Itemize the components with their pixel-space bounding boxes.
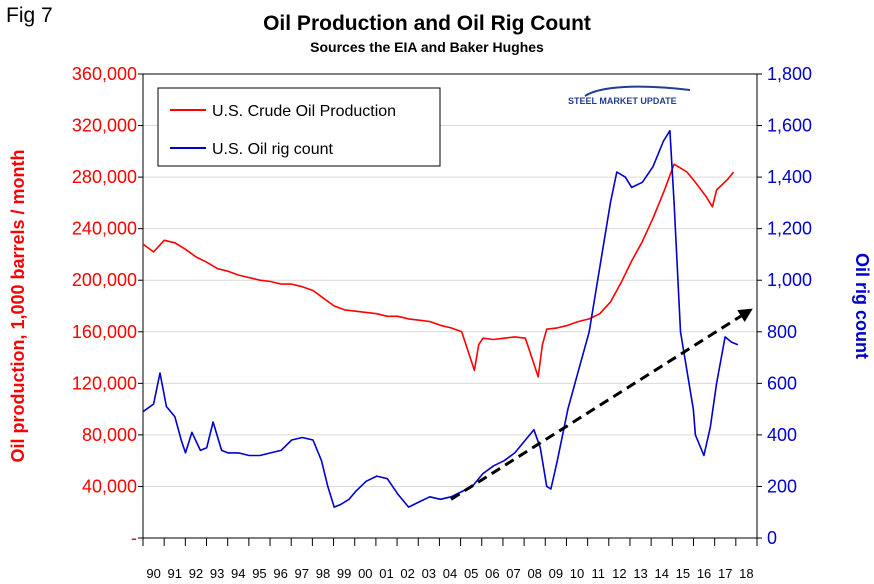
left-axis-tick-label: 80,000	[82, 425, 137, 445]
x-axis-tick-label: 05	[464, 566, 478, 581]
x-axis-tick-label: 15	[676, 566, 690, 581]
x-axis-tick-label: 00	[358, 566, 372, 581]
right-axis-tick-label: 1,200	[767, 219, 812, 239]
left-axis-ticks: - 40,000 80,000 120,000 160,000 200,000 240,00…	[72, 64, 143, 548]
x-axis-tick-label: 02	[400, 566, 414, 581]
x-axis-tick-label: 06	[485, 566, 499, 581]
right-axis-tick-label: 600	[767, 373, 797, 393]
x-axis-tick-label: 96	[273, 566, 287, 581]
legend-production-label: U.S. Crude Oil Production	[212, 103, 396, 120]
left-axis-tick-label: 160,000	[72, 322, 137, 342]
left-axis-tick-label: 280,000	[72, 167, 137, 187]
right-axis-tick-label: 1,600	[767, 116, 812, 136]
x-axis-tick-label: 12	[612, 566, 626, 581]
x-axis-tick-label: 11	[591, 566, 605, 581]
x-axis-tick-label: 92	[189, 566, 203, 581]
x-axis-tick-label: 04	[443, 566, 457, 581]
x-axis-tick-label: 10	[570, 566, 584, 581]
x-axis-tick-label: 07	[506, 566, 520, 581]
chart-subtitle: Sources the EIA and Baker Hughes	[310, 39, 544, 55]
trend-arrow-head	[737, 308, 753, 322]
x-axis-tick-label: 08	[527, 566, 541, 581]
right-axis-label: Oil rig count	[852, 253, 872, 359]
x-axis-tick-label: 14	[654, 566, 668, 581]
series-lines	[142, 129, 739, 508]
x-axis-tick-label: 16	[697, 566, 711, 581]
right-axis-tick-label: 1,000	[767, 270, 812, 290]
chart-title: Oil Production and Oil Rig Count	[263, 12, 591, 35]
x-axis-ticks: 90 91 92 93 94 95 96 97 98 99 00 01 02 03 04 05 06 07 08 09…	[142, 538, 758, 581]
left-axis-tick-label: 200,000	[72, 270, 137, 290]
plot-area-frame	[142, 73, 758, 539]
logo-swoosh-icon	[584, 85, 691, 97]
trend-arrow	[450, 308, 753, 501]
x-axis-tick-label: 98	[316, 566, 330, 581]
left-axis-label: Oil production, 1,000 barrels / month	[8, 149, 28, 462]
right-axis-tick-label: 800	[767, 322, 797, 342]
x-axis-tick-label: 97	[295, 566, 309, 581]
legend-rigs-label: U.S. Oil rig count	[212, 141, 333, 158]
x-axis-tick-label: 94	[231, 566, 245, 581]
figure-label: Fig 7	[6, 4, 53, 27]
left-axis-tick-label: 120,000	[72, 373, 137, 393]
left-axis-tick-label: 40,000	[82, 476, 137, 496]
left-axis-tick-label: -	[131, 528, 137, 548]
x-axis-tick-label: 17	[718, 566, 732, 581]
logo-text: STEEL MARKET UPDATE	[568, 96, 677, 106]
right-axis-tick-label: 0	[767, 528, 777, 548]
x-axis-tick-label: 91	[168, 566, 182, 581]
right-axis-tick-label: 1,800	[767, 64, 812, 84]
x-axis-tick-label: 01	[379, 566, 393, 581]
steel-market-update-logo: STEEL MARKET UPDATE	[568, 85, 691, 106]
x-axis-tick-label: 13	[633, 566, 647, 581]
legend-box	[157, 87, 441, 167]
x-axis-tick-label: 93	[210, 566, 224, 581]
oil-rig-count-line	[142, 129, 739, 508]
crude-oil-production-line	[142, 163, 735, 378]
left-axis-tick-label: 240,000	[72, 219, 137, 239]
left-axis-tick-label: 360,000	[72, 64, 137, 84]
left-axis-tick-label: 320,000	[72, 116, 137, 136]
trend-arrow-shaft	[450, 314, 742, 501]
right-axis-tick-label: 1,400	[767, 167, 812, 187]
x-axis-tick-label: 09	[549, 566, 563, 581]
right-axis-ticks: 0 200 400 600 800 1,000 1,200 1,400 1,600 1,800	[757, 64, 812, 548]
x-axis-tick-label: 90	[146, 566, 160, 581]
x-axis-tick-label: 03	[422, 566, 436, 581]
legend: U.S. Crude Oil Production U.S. Oil rig c…	[157, 87, 441, 167]
x-axis-tick-label: 18	[739, 566, 753, 581]
right-axis-tick-label: 400	[767, 425, 797, 445]
x-axis-tick-label: 95	[252, 566, 266, 581]
x-axis-tick-label: 99	[337, 566, 351, 581]
right-axis-tick-label: 200	[767, 476, 797, 496]
